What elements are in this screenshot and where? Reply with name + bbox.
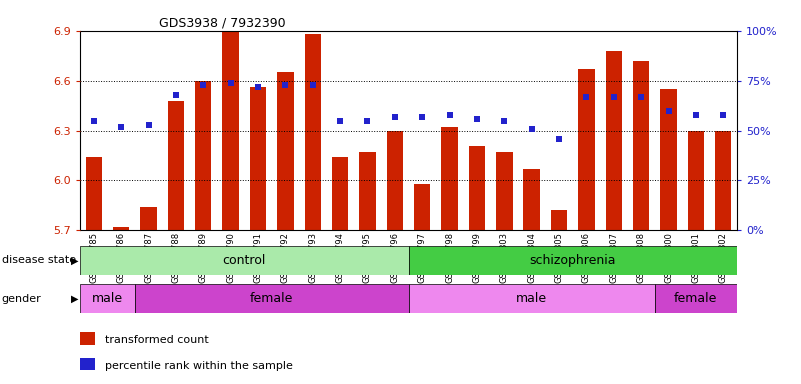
Text: gender: gender xyxy=(2,294,42,304)
Text: control: control xyxy=(223,254,266,266)
Bar xyxy=(551,210,567,230)
Text: female: female xyxy=(674,292,718,305)
Bar xyxy=(80,333,95,345)
Point xyxy=(197,81,210,88)
Bar xyxy=(414,184,430,230)
Point xyxy=(115,124,127,130)
Text: transformed count: transformed count xyxy=(105,335,209,345)
Bar xyxy=(633,61,650,230)
Bar xyxy=(80,246,409,275)
Bar xyxy=(715,131,731,230)
Bar xyxy=(524,169,540,230)
Point xyxy=(279,81,292,88)
Bar xyxy=(409,246,737,275)
Bar xyxy=(359,152,376,230)
Bar xyxy=(687,131,704,230)
Point xyxy=(580,94,593,100)
Bar xyxy=(655,284,737,313)
Point xyxy=(306,81,319,88)
Bar xyxy=(496,152,513,230)
Text: male: male xyxy=(92,292,123,305)
Bar xyxy=(332,157,348,230)
Point xyxy=(416,114,429,120)
Text: male: male xyxy=(516,292,547,305)
Text: GDS3938 / 7932390: GDS3938 / 7932390 xyxy=(159,17,285,30)
Text: schizophrenia: schizophrenia xyxy=(529,254,616,266)
Point xyxy=(252,84,264,90)
Bar xyxy=(250,87,266,230)
Text: disease state: disease state xyxy=(2,255,76,265)
Point xyxy=(662,108,675,114)
Point xyxy=(87,118,100,124)
Text: ▶: ▶ xyxy=(70,294,78,304)
Point xyxy=(334,118,347,124)
Bar xyxy=(277,72,294,230)
Bar xyxy=(167,101,184,230)
Point xyxy=(634,94,647,100)
Bar xyxy=(304,34,321,230)
Bar xyxy=(441,127,457,230)
Bar xyxy=(223,31,239,230)
Point xyxy=(607,94,620,100)
Point xyxy=(690,111,702,118)
Bar xyxy=(660,89,677,230)
Bar xyxy=(387,131,403,230)
Bar xyxy=(578,69,594,230)
Point xyxy=(525,126,538,132)
Point xyxy=(388,114,401,120)
Point xyxy=(170,91,183,98)
Bar xyxy=(409,284,655,313)
Point xyxy=(498,118,511,124)
Bar xyxy=(86,157,102,230)
Text: female: female xyxy=(250,292,293,305)
Bar xyxy=(469,146,485,230)
Point xyxy=(553,136,566,142)
Bar xyxy=(113,227,130,230)
Text: ▶: ▶ xyxy=(70,255,78,265)
Bar xyxy=(80,358,95,371)
Bar xyxy=(80,284,135,313)
Point xyxy=(142,121,155,127)
Text: percentile rank within the sample: percentile rank within the sample xyxy=(105,361,293,371)
Bar xyxy=(195,81,211,230)
Point xyxy=(717,111,730,118)
Point xyxy=(224,79,237,86)
Point xyxy=(361,118,374,124)
Bar xyxy=(135,284,409,313)
Point xyxy=(443,111,456,118)
Point xyxy=(470,116,483,122)
Bar xyxy=(140,207,157,230)
Bar xyxy=(606,51,622,230)
